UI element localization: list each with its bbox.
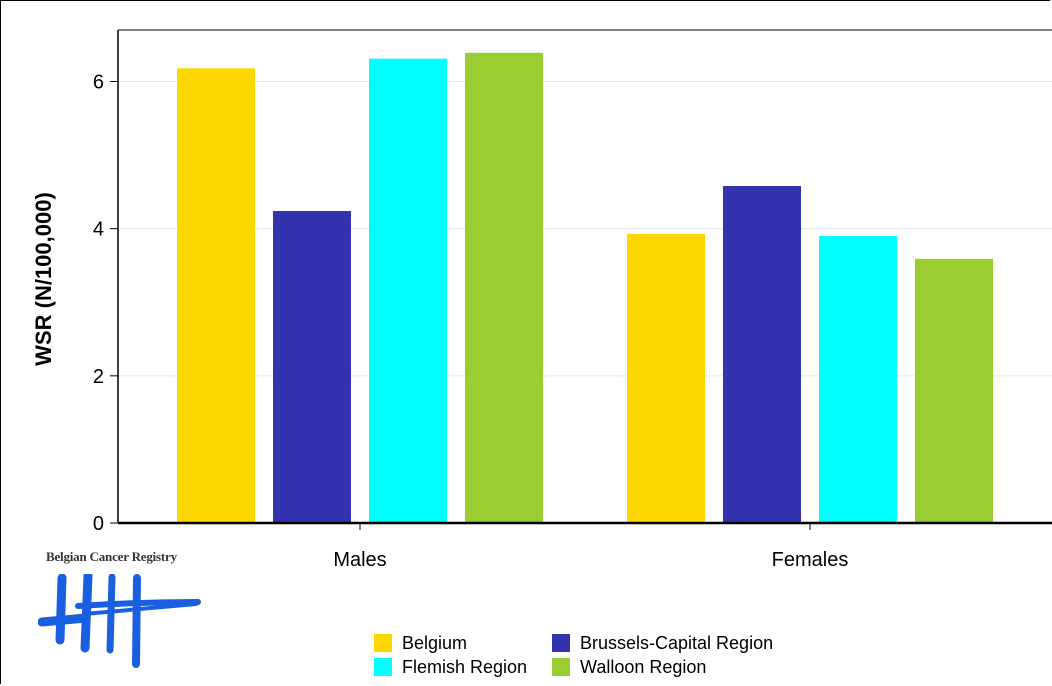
x-tick-label: Females xyxy=(772,549,849,571)
legend-swatch xyxy=(374,658,392,676)
bar-females-3 xyxy=(915,258,993,523)
bar-chart: 0 2 4 6 Males Females WSR (N/100,000) xyxy=(31,29,1052,571)
y-tick-label: 0 xyxy=(93,513,104,535)
legend-swatch xyxy=(552,634,570,652)
y-axis-label: WSR (N/100,000) xyxy=(31,192,56,366)
x-ticks: Males Females xyxy=(333,523,848,571)
bar-males-3 xyxy=(465,52,543,523)
gridlines xyxy=(118,81,1052,377)
x-tick-label: Males xyxy=(333,549,386,571)
legend-item-flemish: Flemish Region xyxy=(374,657,552,677)
bars xyxy=(177,52,993,524)
y-tick-label: 2 xyxy=(93,366,104,388)
belgian-cancer-registry-logo xyxy=(38,574,201,668)
legend-label: Walloon Region xyxy=(580,656,707,677)
legend-item-brussels: Brussels-Capital Region xyxy=(552,633,812,653)
bar-females-2 xyxy=(819,236,897,523)
y-ticks: 0 2 4 6 xyxy=(93,72,118,535)
bar-females-0 xyxy=(627,233,705,523)
legend-swatch xyxy=(374,634,392,652)
legend-label: Flemish Region xyxy=(402,656,528,677)
legend-label: Belgium xyxy=(402,632,468,653)
bar-males-0 xyxy=(177,68,255,523)
legend-item-belgium: Belgium xyxy=(374,633,552,653)
legend-swatch xyxy=(552,658,570,676)
bar-males-2 xyxy=(369,58,447,523)
bar-males-1 xyxy=(273,211,351,523)
bar-females-1 xyxy=(723,185,801,524)
y-tick-label: 4 xyxy=(93,219,104,241)
legend-item-walloon: Walloon Region xyxy=(552,657,812,677)
logo-text: Belgian Cancer Registry xyxy=(46,549,177,564)
axes xyxy=(117,29,1052,525)
legend: Belgium Brussels-Capital Region Flemish … xyxy=(374,633,812,677)
y-tick-label: 6 xyxy=(93,72,104,94)
legend-label: Brussels-Capital Region xyxy=(580,632,774,653)
